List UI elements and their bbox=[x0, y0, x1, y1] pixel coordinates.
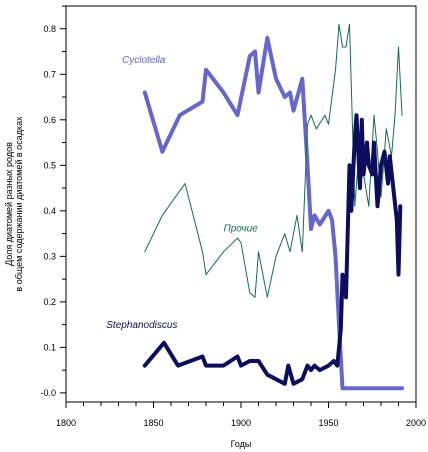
y-axis-title-line: в общем содержании диатомей в осадках bbox=[14, 116, 24, 292]
series-label: Stephanodiscus bbox=[106, 320, 177, 331]
series-line-stephanodiscus bbox=[142, 113, 403, 386]
y-axis-title-line: Доля диатомей разных родов bbox=[4, 142, 14, 266]
y-tick-label: 0.4 bbox=[43, 206, 56, 216]
y-tick-label: 0.6 bbox=[43, 115, 56, 125]
series-layer bbox=[142, 23, 404, 391]
y-tick-label: 0.2 bbox=[43, 297, 56, 307]
x-tick-label: 1850 bbox=[143, 418, 163, 428]
y-tick-label: 0.8 bbox=[43, 24, 56, 34]
series-line-cyclotella bbox=[142, 35, 404, 391]
y-axis-title: Доля диатомей разных родов в общем содерж… bbox=[4, 116, 24, 292]
x-axis-title: Годы bbox=[231, 439, 252, 449]
series-label: Прочие bbox=[224, 223, 259, 234]
y-axis-ticks: -0.0 0.1 0.2 0.3 0.4 0.5 0.6 0.7 0.8 bbox=[40, 5, 66, 398]
x-tick-label: 1900 bbox=[231, 418, 251, 428]
x-tick-label: 2000 bbox=[406, 418, 426, 428]
plot-area bbox=[65, 5, 417, 403]
y-tick-label: 0.3 bbox=[43, 251, 56, 261]
y-tick-label: -0.0 bbox=[40, 388, 56, 398]
plot-frame bbox=[65, 5, 417, 403]
y-tick-label: 0.1 bbox=[43, 342, 56, 352]
x-axis-ticks: 1800 1850 1900 1950 2000 bbox=[56, 402, 426, 428]
y-tick-label: 0.7 bbox=[43, 69, 56, 79]
x-tick-label: 1950 bbox=[318, 418, 338, 428]
series-annotations: Cyclotella Прочие Stephanodiscus bbox=[106, 55, 258, 331]
series-line-прочие bbox=[144, 23, 403, 298]
y-tick-label: 0.5 bbox=[43, 160, 56, 170]
x-tick-label: 1800 bbox=[56, 418, 76, 428]
series-label: Cyclotella bbox=[122, 55, 166, 66]
